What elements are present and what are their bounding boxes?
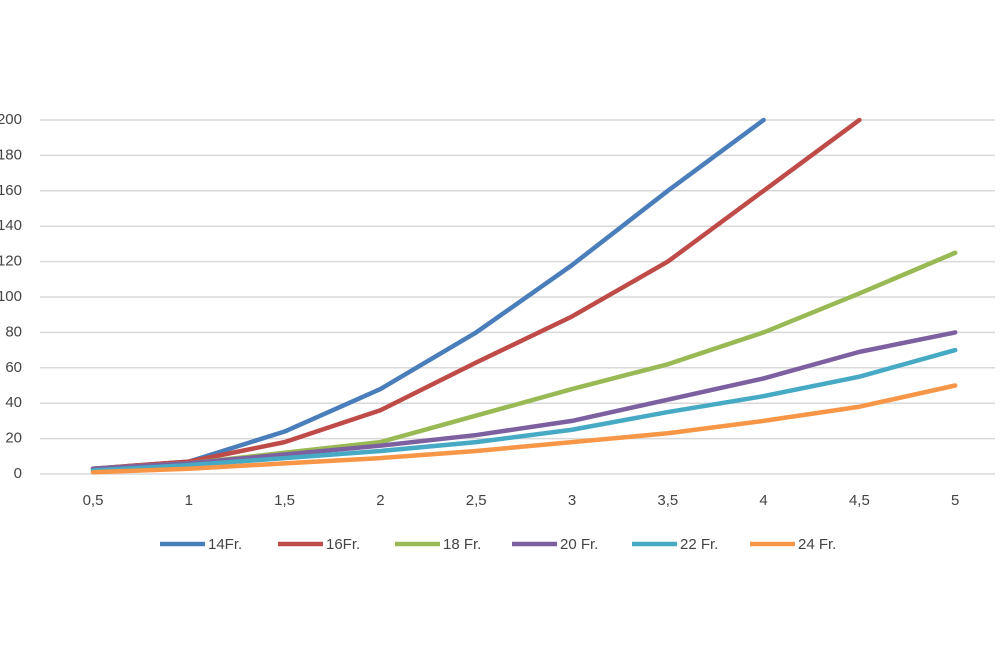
- y-tick-label: 180: [0, 146, 22, 163]
- x-tick-label: 4,5: [849, 492, 870, 509]
- series-line: [90, 117, 862, 471]
- x-tick-label: 2: [376, 492, 384, 509]
- y-tick-label: 200: [0, 111, 22, 128]
- series-line: [90, 330, 958, 471]
- legend-label: 24 Fr.: [798, 536, 836, 553]
- x-tick-label: 3,5: [657, 492, 678, 509]
- legend-label: 14Fr.: [208, 536, 242, 553]
- y-tick-label: 60: [5, 359, 22, 376]
- x-tick-label: 4: [759, 492, 767, 509]
- x-tick-label: 5: [951, 492, 959, 509]
- y-tick-label: 160: [0, 182, 22, 199]
- series-line: [90, 347, 958, 473]
- legend-label: 18 Fr.: [443, 536, 481, 553]
- series-line: [90, 117, 766, 471]
- y-tick-label: 140: [0, 217, 22, 234]
- y-tick-label: 100: [0, 288, 22, 305]
- x-tick-label: 1,5: [274, 492, 295, 509]
- y-tick-label: 80: [5, 323, 22, 340]
- legend-label: 16Fr.: [326, 536, 360, 553]
- y-tick-label: 20: [5, 430, 22, 447]
- x-tick-label: 1: [185, 492, 193, 509]
- legend-label: 20 Fr.: [560, 536, 598, 553]
- legend-label: 22 Fr.: [680, 536, 718, 553]
- x-tick-label: 2,5: [466, 492, 487, 509]
- y-tick-label: 0: [14, 465, 22, 482]
- y-tick-label: 40: [5, 394, 22, 411]
- series-line: [90, 383, 958, 475]
- x-tick-label: 3: [568, 492, 576, 509]
- y-tick-label: 120: [0, 253, 22, 270]
- x-tick-label: 0,5: [83, 492, 104, 509]
